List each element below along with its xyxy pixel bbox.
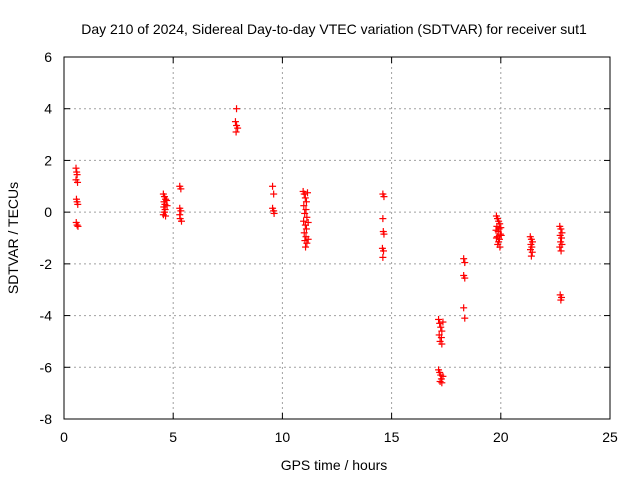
data-point [380,193,388,201]
data-point [72,164,80,172]
data-point [300,229,308,237]
data-point [556,243,564,251]
data-point [497,224,505,232]
data-point [461,314,469,322]
axis-ticks [63,56,611,420]
data-point [234,124,242,132]
x-tick-label: 25 [602,429,618,445]
data-point [437,323,445,331]
plot-frame [63,56,611,420]
data-point [557,296,565,304]
data-point [177,185,185,193]
data-point [435,315,443,323]
data-point [492,234,500,242]
data-point [304,189,312,197]
data-point [302,225,310,233]
x-tick-label: 5 [169,429,177,445]
data-point [300,190,308,198]
data-point [232,128,240,136]
data-point [301,194,309,202]
data-point [231,118,239,126]
data-point [303,213,311,221]
data-point [492,226,500,234]
data-point [438,340,446,348]
data-point [461,259,469,267]
data-point [439,318,447,326]
chart-title: Day 210 of 2024, Sidereal Day-to-day VTE… [81,21,587,37]
x-axis-label: GPS time / hours [281,457,388,473]
data-point [73,171,81,179]
data-point [74,200,82,208]
data-point [460,255,468,263]
data-point [439,372,447,380]
grid-lines [64,57,610,419]
data-point [527,252,535,260]
data-point [380,230,388,238]
y-tick-label: -4 [40,308,53,324]
y-tick-label: -2 [40,256,53,272]
data-point [177,207,185,215]
data-point [558,234,566,242]
data-point [302,206,310,214]
data-point [379,215,387,223]
data-point [269,182,277,190]
data-point [74,222,82,230]
x-tick-label: 20 [493,429,509,445]
data-point [304,218,312,226]
data-point [460,304,468,312]
data-points [72,105,566,387]
data-point [438,379,446,387]
data-point [177,217,185,225]
x-tick-label: 10 [275,429,291,445]
y-tick-labels: -8 -6 -4 -2 0 2 4 6 [40,49,53,427]
data-point [528,248,536,256]
data-point [557,247,565,255]
data-point [380,247,388,255]
data-point [162,212,170,220]
data-point [438,327,446,335]
data-point [304,235,312,243]
data-point [496,243,504,251]
data-point [74,178,82,186]
data-point [233,105,241,113]
data-point [437,334,445,342]
x-tick-label: 15 [384,429,400,445]
y-tick-label: 6 [44,49,52,65]
data-point [497,231,505,239]
data-point [301,209,309,217]
data-point [379,253,387,261]
data-point [436,319,444,327]
data-point [557,225,565,233]
data-point [163,202,171,210]
data-point [270,209,278,217]
data-point [300,217,308,225]
y-tick-label: -8 [40,411,53,427]
y-tick-label: -6 [40,359,53,375]
y-axis-label: SDTVAR / TECUs [5,182,21,294]
data-point [303,239,311,247]
y-tick-label: 2 [44,152,52,168]
data-point [302,243,310,251]
data-point [300,202,308,210]
x-tick-labels: 0 5 10 15 20 25 [60,429,618,445]
data-point [270,190,278,198]
y-tick-label: 0 [44,204,52,220]
y-tick-label: 4 [44,101,52,117]
data-point [461,274,469,282]
x-tick-label: 0 [60,429,68,445]
data-point [73,221,81,229]
data-point [302,198,310,206]
